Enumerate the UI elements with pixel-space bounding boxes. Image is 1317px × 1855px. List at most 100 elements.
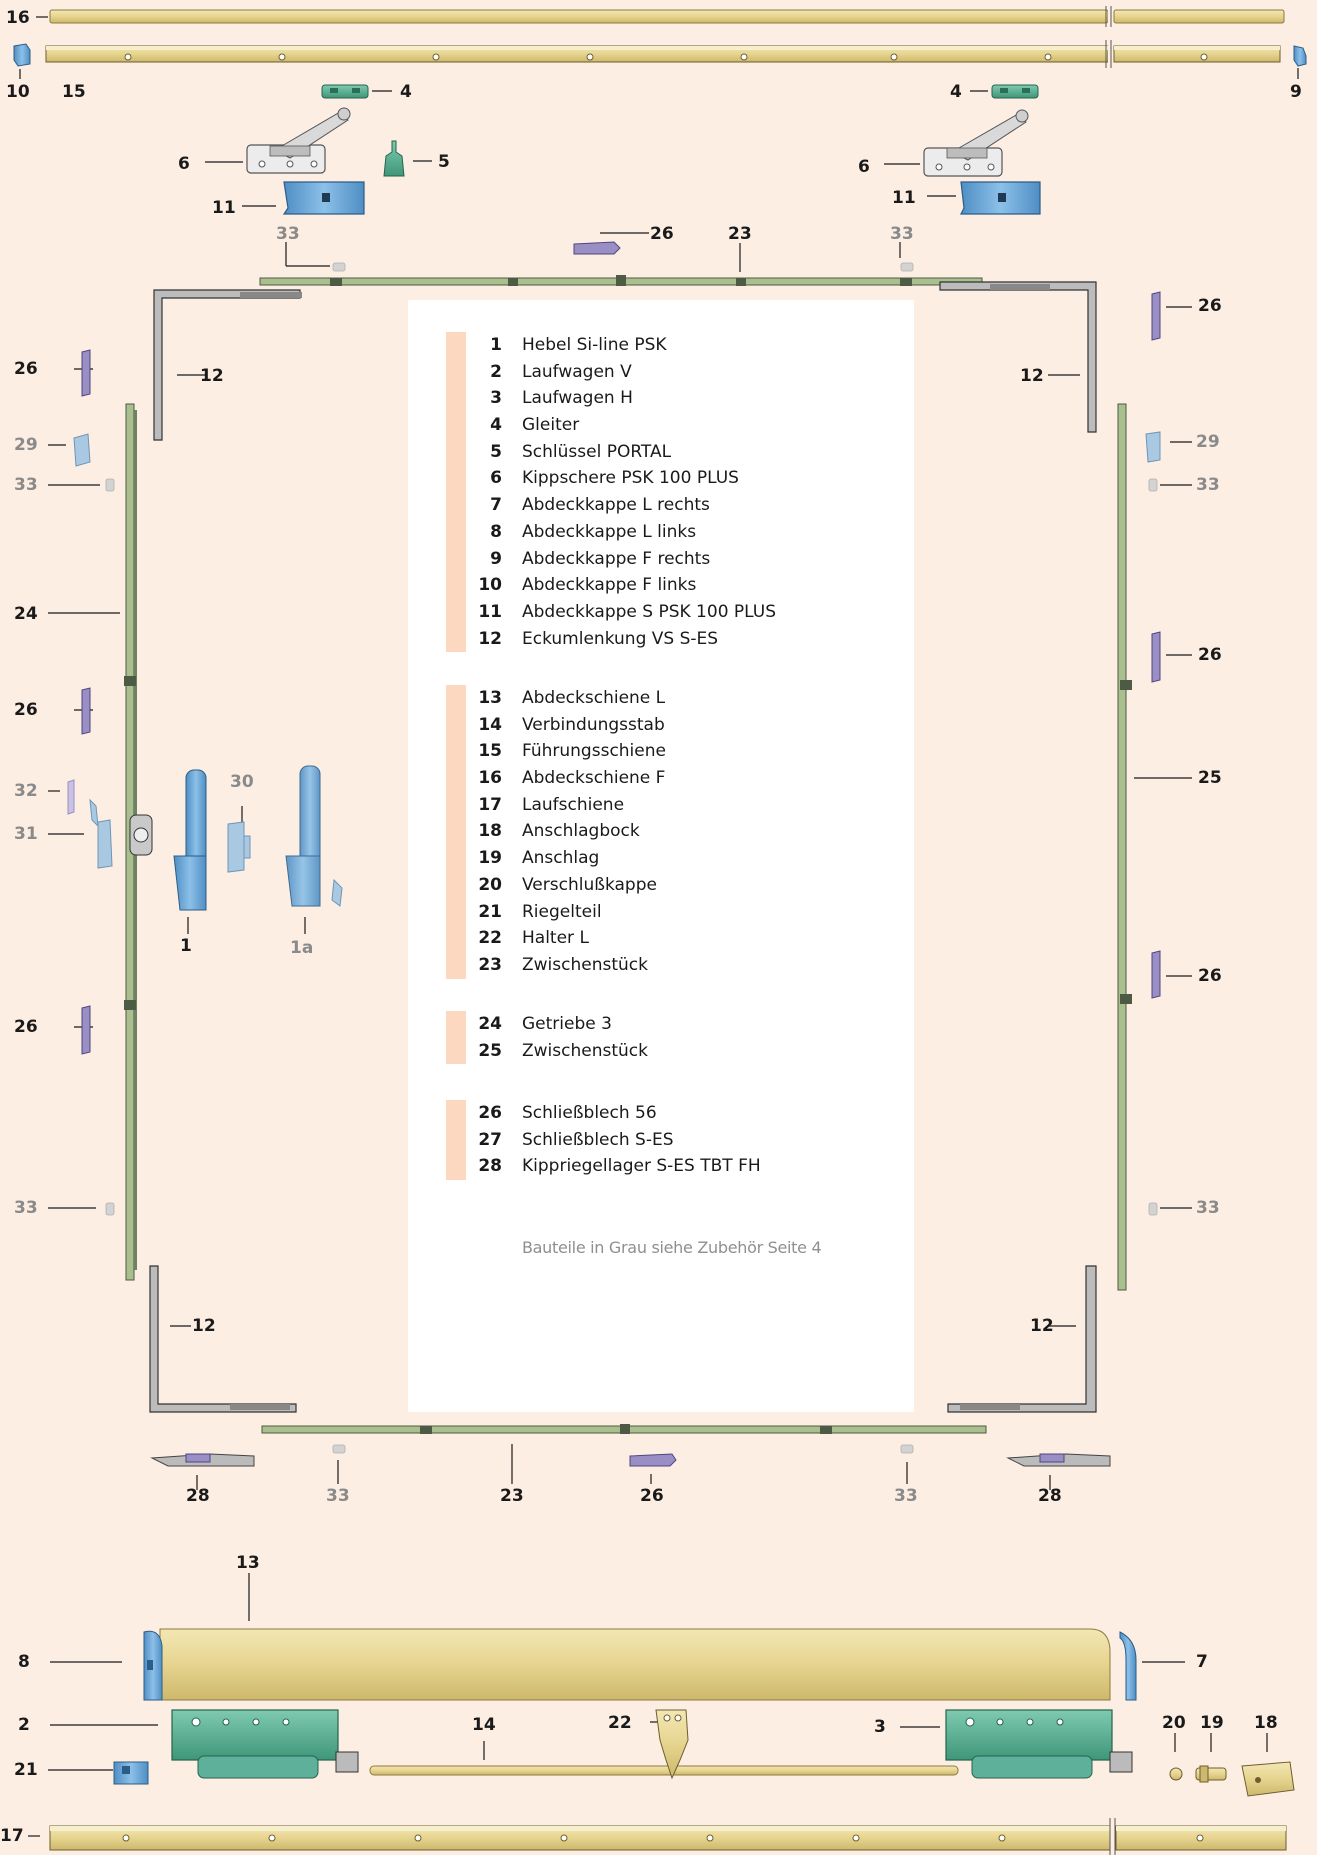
callout-16: 16 bbox=[6, 8, 30, 28]
lever-handle-1a bbox=[285, 765, 321, 907]
legend-item-label: Zwischenstück bbox=[522, 955, 648, 975]
abdeckschiene-f-rail bbox=[49, 6, 1285, 27]
callout-33: 33 bbox=[1196, 475, 1220, 495]
callout-2: 2 bbox=[18, 1715, 30, 1735]
closure-cap bbox=[1169, 1767, 1183, 1781]
legend-item-label: Anschlag bbox=[522, 848, 600, 869]
callout-26: 26 bbox=[650, 224, 674, 244]
callout-30: 30 bbox=[230, 772, 254, 792]
glider-left bbox=[321, 84, 369, 99]
callout-29: 29 bbox=[1196, 432, 1220, 452]
glider-right bbox=[991, 84, 1039, 99]
grey-part-33-group bbox=[105, 262, 1158, 1454]
legend-item-number: 23 bbox=[478, 955, 502, 975]
legend-item-number: 25 bbox=[478, 1040, 502, 1061]
callout-19: 19 bbox=[1200, 1713, 1224, 1733]
callout-33: 33 bbox=[326, 1486, 350, 1506]
legend-item-label: Gleiter bbox=[522, 415, 580, 436]
callout-4: 4 bbox=[400, 82, 412, 102]
callout-6: 6 bbox=[178, 154, 190, 174]
legend-item-label: Laufwagen H bbox=[522, 388, 633, 409]
legend-item-label: Abdeckkappe L links bbox=[522, 521, 697, 542]
callout-33: 33 bbox=[894, 1486, 918, 1506]
legend-item-label: Abdeckschiene L bbox=[522, 688, 666, 708]
legend-group-bar bbox=[446, 685, 466, 952]
callout-26: 26 bbox=[1198, 645, 1222, 665]
callout-32: 32 bbox=[14, 781, 38, 801]
callout-7: 7 bbox=[1196, 1652, 1208, 1672]
callout-12: 12 bbox=[1030, 1316, 1054, 1336]
legend-item-number: 4 bbox=[490, 415, 502, 436]
callout-15: 15 bbox=[62, 82, 86, 102]
callout-1a: 1a bbox=[290, 938, 314, 958]
callout-4: 4 bbox=[950, 82, 962, 102]
legend-item-label: Halter L bbox=[522, 928, 589, 949]
legend-item-label: Abdeckkappe S PSK 100 PLUS bbox=[522, 601, 777, 622]
fuehrungsschiene-rail bbox=[45, 40, 1281, 68]
legend-item-number: 6 bbox=[490, 468, 502, 489]
legend-item-label: Abdeckkappe F links bbox=[522, 575, 697, 596]
legend-item-label: Kippriegellager S-ES TBT FH bbox=[522, 1156, 761, 1177]
callout-25: 25 bbox=[1198, 768, 1222, 788]
cover-cap-s-left bbox=[282, 181, 365, 215]
callout-28: 28 bbox=[186, 1486, 210, 1506]
legend-item-label: Schlüssel PORTAL bbox=[522, 441, 672, 462]
legend-item-number: 19 bbox=[478, 848, 502, 869]
legend-item-label: Verbindungsstab bbox=[522, 714, 665, 735]
carriage-v bbox=[171, 1709, 359, 1779]
carriage-h bbox=[945, 1709, 1133, 1779]
callout-10: 10 bbox=[6, 82, 30, 102]
callout-33: 33 bbox=[14, 1198, 38, 1218]
end-cap-f-left bbox=[13, 43, 31, 67]
legend-item-number: 3 bbox=[490, 388, 502, 409]
legend-group-bar bbox=[446, 952, 466, 979]
legend-item-number: 10 bbox=[478, 575, 502, 596]
legend-item-label: Hebel Si-line PSK bbox=[522, 335, 667, 355]
tilt-scissor-left bbox=[246, 107, 351, 174]
legend-item-label: Verschlußkappe bbox=[522, 874, 657, 895]
legend-item-number: 13 bbox=[478, 688, 502, 708]
tilt-lock-bearing-right bbox=[1006, 1453, 1111, 1467]
grey-part-30-31-32 bbox=[67, 779, 343, 907]
legend-item-number: 28 bbox=[478, 1156, 502, 1177]
callout-26: 26 bbox=[1198, 966, 1222, 986]
stop-block bbox=[1241, 1761, 1295, 1797]
callout-20: 20 bbox=[1162, 1713, 1186, 1733]
callout-1: 1 bbox=[180, 936, 192, 956]
legend-item-number: 16 bbox=[478, 768, 502, 789]
callout-8: 8 bbox=[18, 1652, 30, 1672]
legend-item-label: Getriebe 3 bbox=[522, 1014, 612, 1034]
legend-item-number: 18 bbox=[478, 821, 502, 842]
callout-24: 24 bbox=[14, 604, 38, 624]
callout-23: 23 bbox=[728, 224, 752, 244]
legend-item-label: Zwischenstück bbox=[522, 1040, 648, 1061]
legend-group-bar bbox=[446, 332, 466, 653]
legend-item-number: 9 bbox=[490, 548, 502, 569]
legend-item-number: 11 bbox=[478, 601, 502, 622]
callout-26: 26 bbox=[1198, 296, 1222, 316]
connecting-rod bbox=[369, 1765, 959, 1776]
legend-item-number: 1 bbox=[490, 335, 502, 355]
end-cap-l-right bbox=[1119, 1631, 1137, 1701]
legend-item-label: Abdeckschiene F bbox=[522, 768, 666, 789]
callout-5: 5 bbox=[438, 152, 450, 172]
callout-12: 12 bbox=[192, 1316, 216, 1336]
callout-26: 26 bbox=[14, 1017, 38, 1037]
abdeckschiene-l-rail bbox=[159, 1628, 1111, 1701]
callout-17: 17 bbox=[0, 1826, 24, 1846]
callout-3: 3 bbox=[874, 1717, 886, 1737]
legend-item-number: 27 bbox=[478, 1129, 502, 1150]
legend-item-label: Führungsschiene bbox=[522, 741, 666, 762]
legend-group-bar bbox=[446, 1011, 466, 1065]
leader-lines bbox=[19, 16, 1299, 1837]
legend-item-label: Riegelteil bbox=[522, 901, 602, 922]
callout-33: 33 bbox=[1196, 1198, 1220, 1218]
legend-item-number: 12 bbox=[478, 628, 502, 649]
legend-item-number: 22 bbox=[478, 928, 502, 949]
callout-11: 11 bbox=[212, 198, 236, 218]
tilt-lock-bearing-left bbox=[150, 1453, 255, 1467]
stop-part bbox=[1195, 1765, 1227, 1783]
legend-item-number: 26 bbox=[478, 1103, 502, 1123]
callout-13: 13 bbox=[236, 1553, 260, 1573]
